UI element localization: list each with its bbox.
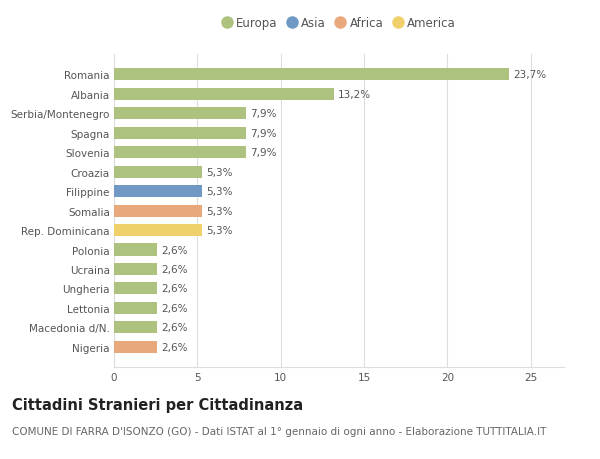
Text: 2,6%: 2,6% <box>161 264 188 274</box>
Text: 5,3%: 5,3% <box>206 168 233 177</box>
Text: 2,6%: 2,6% <box>161 303 188 313</box>
Bar <box>114 302 157 314</box>
Bar <box>114 108 245 120</box>
Text: 7,9%: 7,9% <box>250 109 277 119</box>
Text: 5,3%: 5,3% <box>206 187 233 197</box>
Text: 13,2%: 13,2% <box>338 90 371 100</box>
Bar <box>114 147 245 159</box>
Bar <box>114 89 334 101</box>
Bar <box>114 69 509 81</box>
Text: 5,3%: 5,3% <box>206 225 233 235</box>
Bar <box>114 166 202 179</box>
Bar <box>114 283 157 295</box>
Text: 7,9%: 7,9% <box>250 148 277 158</box>
Bar <box>114 322 157 334</box>
Text: Cittadini Stranieri per Cittadinanza: Cittadini Stranieri per Cittadinanza <box>12 397 303 412</box>
Bar <box>114 244 157 256</box>
Text: 5,3%: 5,3% <box>206 206 233 216</box>
Legend: Europa, Asia, Africa, America: Europa, Asia, Africa, America <box>217 12 461 35</box>
Text: 2,6%: 2,6% <box>161 323 188 333</box>
Bar <box>114 205 202 217</box>
Text: 2,6%: 2,6% <box>161 245 188 255</box>
Bar <box>114 341 157 353</box>
Text: 2,6%: 2,6% <box>161 284 188 294</box>
Text: COMUNE DI FARRA D'ISONZO (GO) - Dati ISTAT al 1° gennaio di ogni anno - Elaboraz: COMUNE DI FARRA D'ISONZO (GO) - Dati IST… <box>12 426 547 436</box>
Text: 23,7%: 23,7% <box>513 70 546 80</box>
Bar <box>114 224 202 236</box>
Text: 2,6%: 2,6% <box>161 342 188 352</box>
Bar <box>114 263 157 275</box>
Text: 7,9%: 7,9% <box>250 129 277 139</box>
Bar <box>114 128 245 140</box>
Bar <box>114 186 202 198</box>
